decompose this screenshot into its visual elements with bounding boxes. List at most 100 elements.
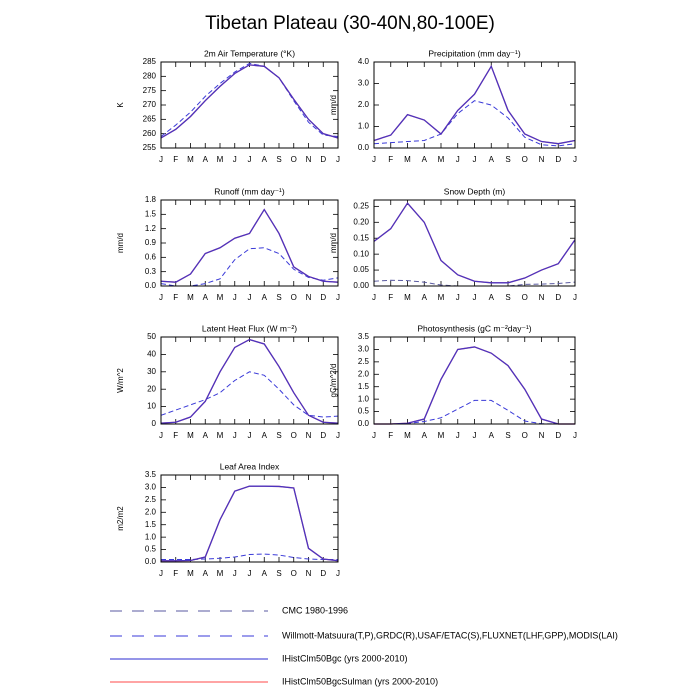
- y-axis-label: m2/m2: [116, 506, 125, 531]
- legend-text: IHistClm50Bgc (yrs 2000-2010): [282, 653, 408, 663]
- legend-text: IHistClm50BgcSulman (yrs 2000-2010): [282, 676, 438, 686]
- series-line: [161, 485, 339, 562]
- plot-frame: [373, 61, 576, 149]
- x-tick-label: M: [404, 293, 411, 302]
- y-tick-label: 1.0: [358, 122, 370, 131]
- series-line: [374, 346, 575, 425]
- x-tick-label: O: [522, 431, 528, 440]
- x-tick-label: F: [173, 293, 178, 302]
- y-tick-label: 0.5: [358, 407, 370, 416]
- x-tick-label: F: [173, 569, 178, 578]
- x-tick-label: S: [276, 569, 281, 578]
- panel-title: Snow Depth (m): [444, 186, 506, 196]
- x-tick-label: M: [404, 431, 411, 440]
- x-tick-label: O: [291, 431, 297, 440]
- x-tick-label: M: [187, 155, 194, 164]
- x-tick-label: J: [248, 293, 252, 302]
- x-tick-label: D: [320, 293, 326, 302]
- x-tick-label: J: [372, 293, 376, 302]
- x-tick-label: M: [404, 155, 411, 164]
- legend-text: CMC 1980-1996: [282, 605, 348, 615]
- y-tick-label: 280: [143, 71, 157, 80]
- x-tick-label: A: [203, 431, 209, 440]
- x-tick-label: A: [422, 431, 428, 440]
- y-axis-label: K: [116, 102, 125, 108]
- y-tick-label: 255: [143, 143, 157, 152]
- y-tick-label: 1.5: [145, 209, 157, 218]
- x-tick-label: J: [233, 431, 237, 440]
- x-tick-label: J: [233, 293, 237, 302]
- y-tick-label: 0.10: [353, 249, 369, 258]
- y-tick-label: 0.20: [353, 217, 369, 226]
- x-tick-label: D: [555, 293, 561, 302]
- x-tick-label: F: [388, 293, 393, 302]
- plot-frame: [160, 199, 339, 287]
- x-tick-label: O: [522, 155, 528, 164]
- x-tick-label: S: [505, 293, 510, 302]
- series-line: [160, 247, 339, 287]
- legend-text: Willmott-Matsuura(T,P),GRDC(R),USAF/ETAC…: [282, 630, 618, 640]
- y-tick-label: 0.15: [353, 233, 369, 242]
- y-tick-label: 0: [152, 419, 157, 428]
- x-tick-label: A: [203, 293, 209, 302]
- series-line: [373, 202, 576, 284]
- series-line: [160, 208, 339, 283]
- x-tick-label: D: [320, 155, 326, 164]
- y-tick-label: 0.05: [353, 265, 369, 274]
- x-tick-label: F: [388, 155, 393, 164]
- x-tick-label: A: [203, 155, 209, 164]
- y-tick-label: 3.5: [358, 332, 370, 341]
- plot-frame: [160, 336, 339, 425]
- x-tick-label: N: [306, 155, 312, 164]
- x-tick-label: S: [276, 431, 281, 440]
- x-tick-label: S: [276, 155, 281, 164]
- series-line: [160, 208, 339, 283]
- y-tick-label: 1.2: [145, 224, 157, 233]
- y-tick-label: 0.5: [145, 545, 157, 554]
- y-tick-label: 0.6: [145, 252, 157, 261]
- x-tick-label: J: [233, 569, 237, 578]
- y-tick-label: 275: [143, 86, 157, 95]
- x-tick-label: J: [573, 293, 577, 302]
- x-tick-label: J: [159, 293, 163, 302]
- y-tick-label: 260: [143, 129, 157, 138]
- x-tick-label: S: [505, 431, 510, 440]
- x-tick-label: J: [336, 155, 340, 164]
- y-tick-label: 3.0: [145, 483, 157, 492]
- y-tick-label: 270: [143, 100, 157, 109]
- x-tick-label: F: [388, 431, 393, 440]
- y-tick-label: 1.5: [145, 520, 157, 529]
- x-tick-label: J: [248, 155, 252, 164]
- x-tick-label: A: [489, 431, 495, 440]
- panel-title: Runoff (mm day⁻¹): [214, 186, 285, 196]
- x-tick-label: J: [473, 431, 477, 440]
- y-tick-label: 285: [143, 57, 157, 66]
- x-tick-label: D: [555, 431, 561, 440]
- series-line: [160, 64, 339, 139]
- plot-frame: [373, 199, 576, 287]
- plot-frame: [160, 474, 339, 563]
- y-tick-label: 2.5: [358, 357, 370, 366]
- series-line: [160, 371, 339, 418]
- series-line: [373, 100, 576, 147]
- y-tick-label: 0.0: [358, 143, 370, 152]
- x-tick-label: J: [159, 569, 163, 578]
- x-tick-label: A: [489, 293, 495, 302]
- x-tick-label: J: [372, 431, 376, 440]
- series-line: [160, 338, 339, 424]
- y-tick-label: 0.0: [145, 557, 157, 566]
- x-tick-label: A: [262, 431, 268, 440]
- x-tick-label: A: [422, 293, 428, 302]
- y-tick-label: 0.0: [145, 281, 157, 290]
- y-axis-label: mm/d: [329, 95, 338, 115]
- x-tick-label: M: [217, 569, 224, 578]
- series-line: [160, 62, 339, 138]
- x-tick-label: J: [248, 569, 252, 578]
- x-tick-label: D: [320, 431, 326, 440]
- series-line: [161, 485, 339, 562]
- y-tick-label: 50: [147, 332, 156, 341]
- x-tick-label: J: [456, 155, 460, 164]
- x-tick-label: N: [539, 155, 545, 164]
- x-tick-label: A: [262, 293, 268, 302]
- y-tick-label: 1.5: [358, 382, 370, 391]
